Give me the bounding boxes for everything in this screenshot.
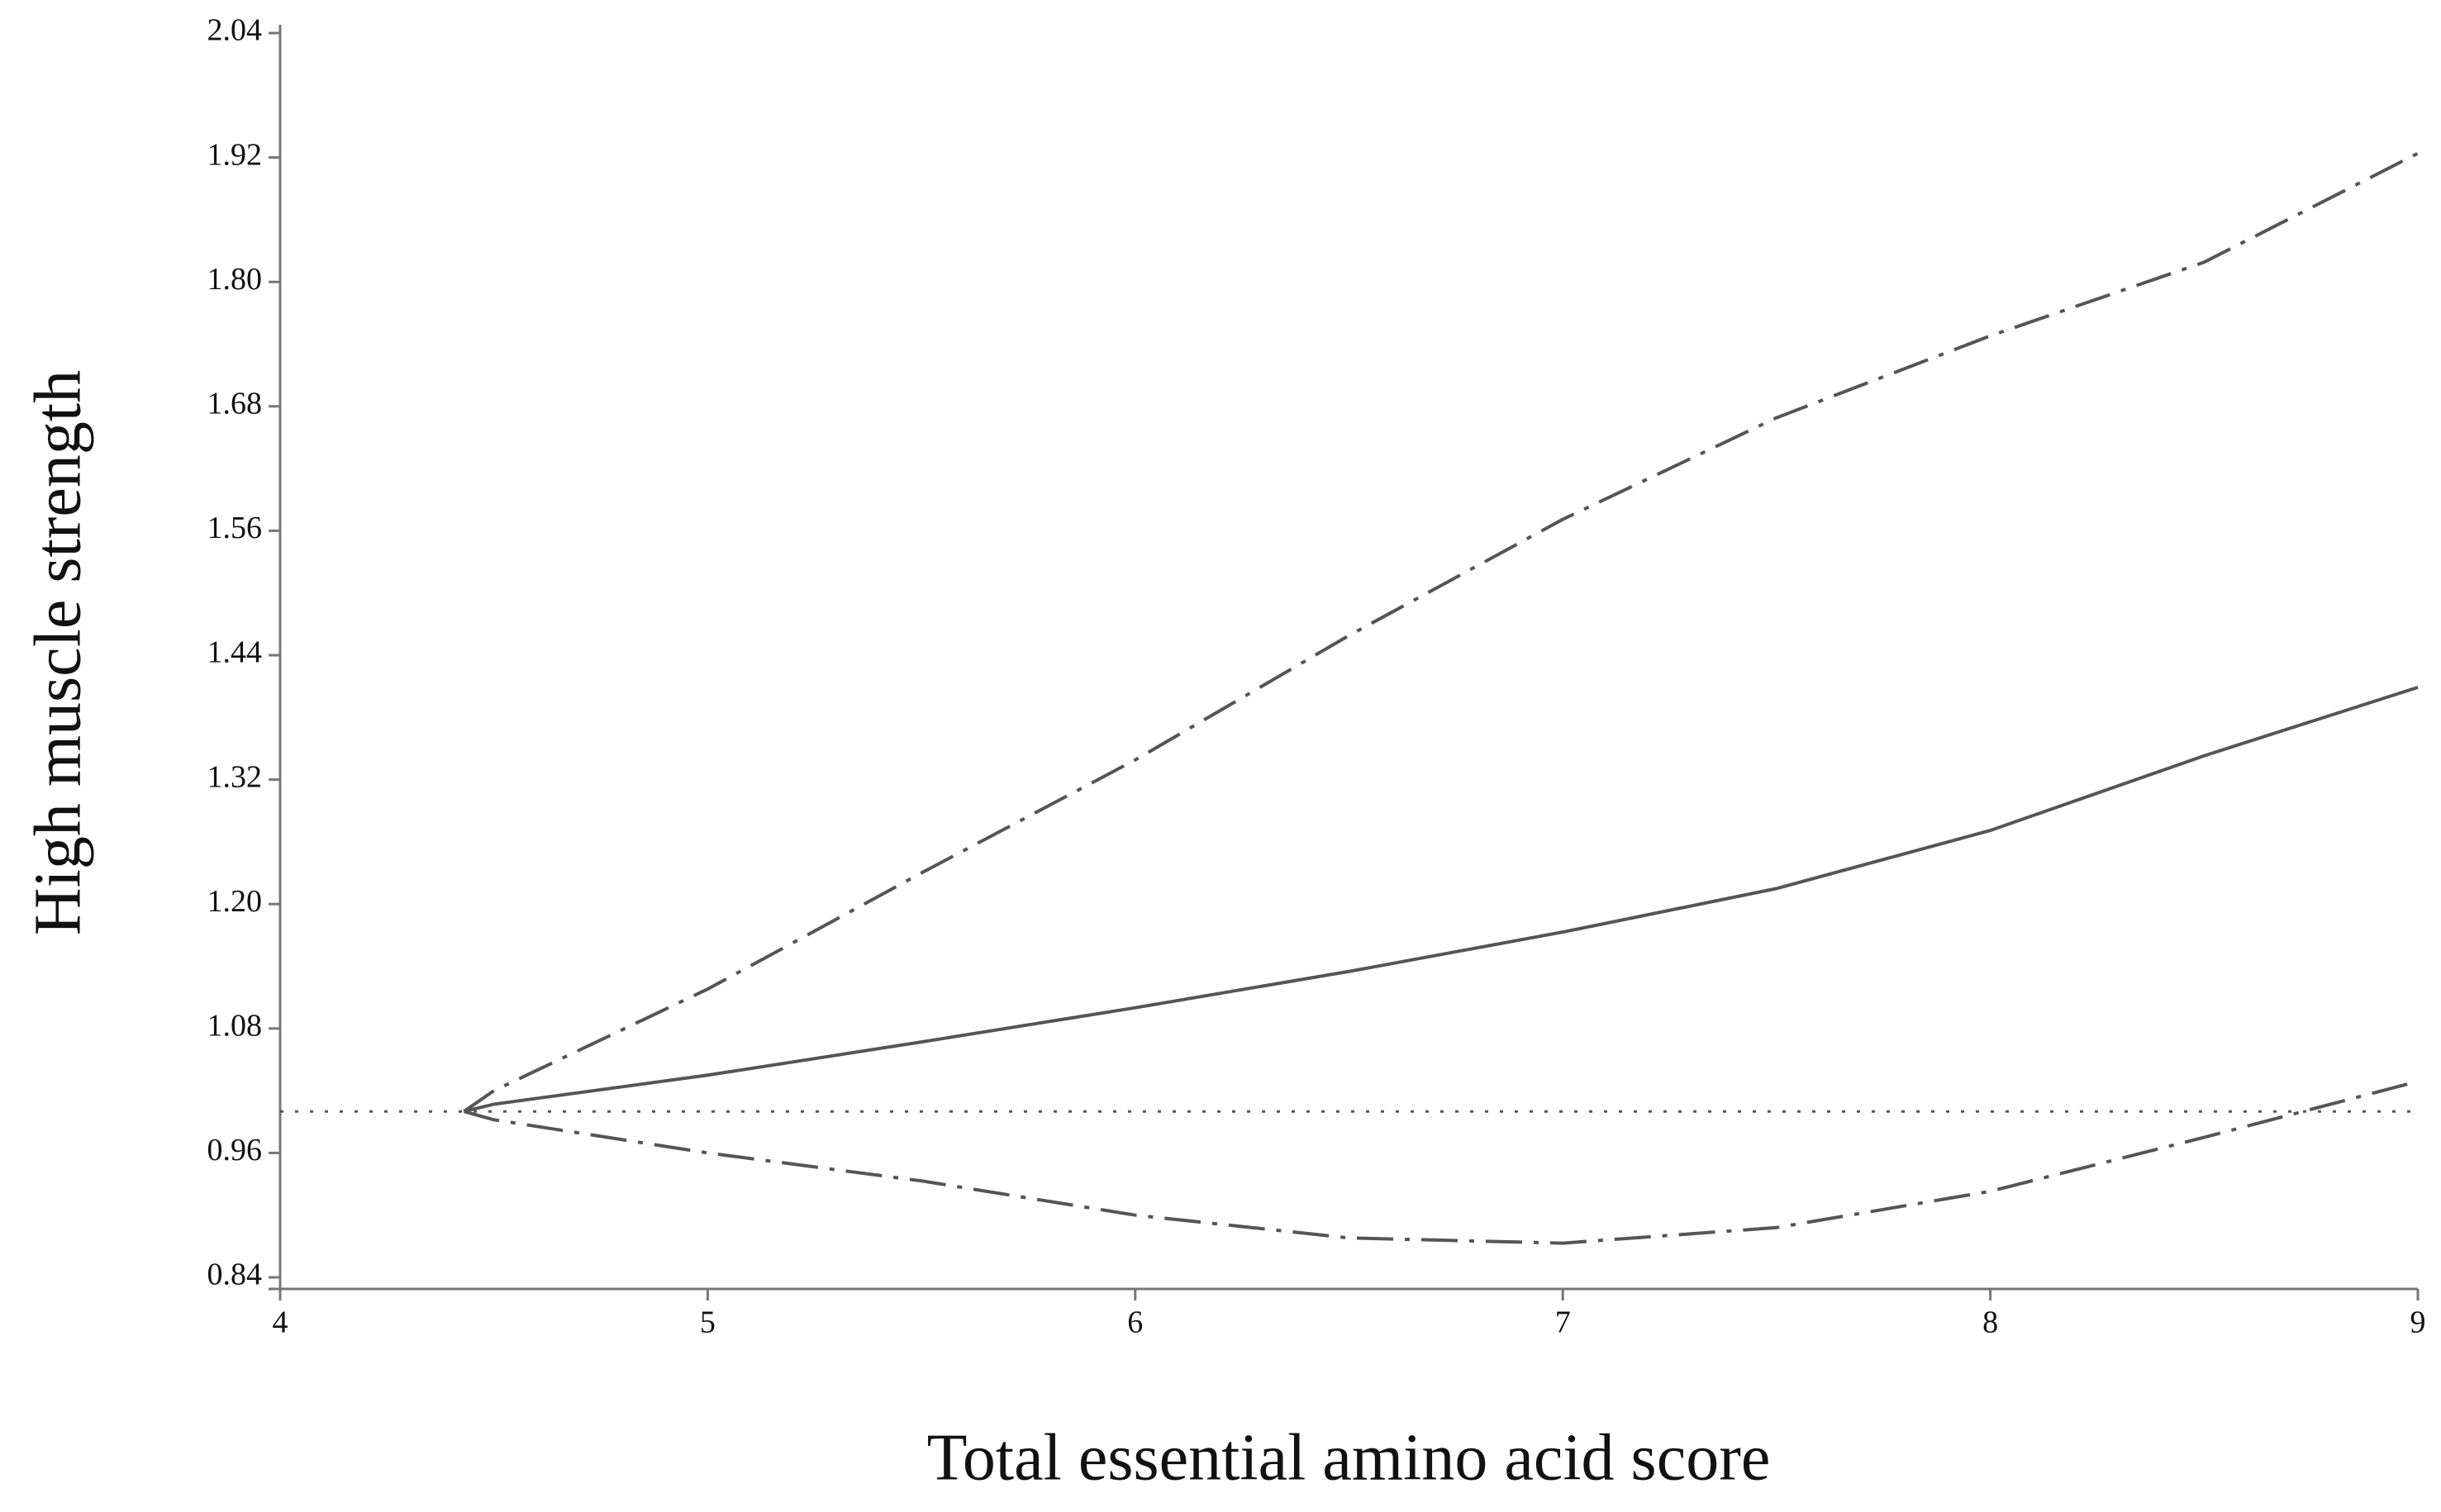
y-tick-label: 0.84 xyxy=(207,1258,263,1292)
y-tick-label: 1.44 xyxy=(207,635,263,670)
y-tick-label: 1.32 xyxy=(207,759,263,794)
x-tick-label: 9 xyxy=(2410,1305,2426,1340)
y-tick-label: 1.80 xyxy=(207,262,263,297)
series-line xyxy=(463,151,2419,1113)
y-tick-label: 2.04 xyxy=(207,13,263,48)
y-tick-label: 1.56 xyxy=(207,511,263,545)
x-tick-label: 4 xyxy=(273,1305,288,1340)
y-tick-label: 0.96 xyxy=(207,1133,263,1167)
y-tick-label: 1.92 xyxy=(207,137,263,172)
x-tick-label: 6 xyxy=(1127,1305,1143,1340)
y-axis-title: High muscle strength xyxy=(21,370,94,935)
y-tick-label: 1.68 xyxy=(207,387,263,421)
x-tick-label: 8 xyxy=(1982,1305,1998,1340)
series-line xyxy=(464,686,2419,1114)
series-line xyxy=(463,1079,2419,1245)
y-tick-label: 1.20 xyxy=(207,884,263,919)
x-axis-title: Total essential amino acid score xyxy=(927,1421,1771,1494)
y-tick-label: 1.08 xyxy=(207,1009,263,1044)
x-tick-label: 7 xyxy=(1555,1305,1571,1340)
x-tick-label: 5 xyxy=(700,1305,716,1340)
